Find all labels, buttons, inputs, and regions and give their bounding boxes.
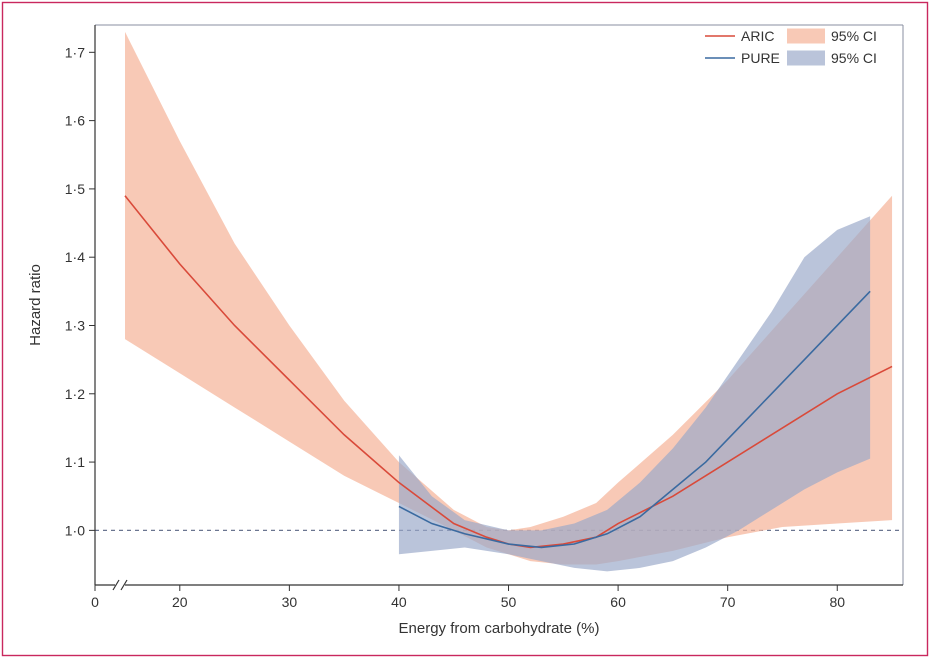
x-axis-label: Energy from carbohydrate (%) <box>399 620 600 637</box>
y-tick-label: 1·0 <box>65 522 85 538</box>
y-tick-label: 1·2 <box>65 386 85 402</box>
x-tick-label: 80 <box>829 594 845 610</box>
x-tick-label: 50 <box>501 594 517 610</box>
legend-swatch-aric <box>787 29 825 44</box>
y-tick-label: 1·4 <box>65 249 85 265</box>
y-tick-label: 1·6 <box>65 113 85 129</box>
x-tick-label: 30 <box>282 594 298 610</box>
legend-ci-label: 95% CI <box>831 28 877 44</box>
legend-label: PURE <box>741 50 780 66</box>
legend-ci-label: 95% CI <box>831 50 877 66</box>
y-tick-label: 1·7 <box>65 44 85 60</box>
x-tick-label: 40 <box>391 594 407 610</box>
chart-container: 1·0 1·1 1·2 1·3 1·4 1·5 1·6 1·7 Hazard ratio 0 20 3… <box>0 0 930 658</box>
y-tick-label: 1·3 <box>65 317 85 333</box>
y-axis-label: Hazard ratio <box>27 264 44 346</box>
y-tick-label: 1·5 <box>65 181 85 197</box>
x-tick-label: 60 <box>610 594 626 610</box>
hazard-ratio-chart: 1·0 1·1 1·2 1·3 1·4 1·5 1·6 1·7 Hazard ratio 0 20 3… <box>0 0 930 658</box>
x-tick-label: 0 <box>91 594 99 610</box>
y-tick-label: 1·1 <box>65 454 85 470</box>
x-tick-label: 20 <box>172 594 188 610</box>
x-tick-label: 70 <box>720 594 736 610</box>
legend-swatch-pure <box>787 51 825 66</box>
legend-label: ARIC <box>741 28 774 44</box>
